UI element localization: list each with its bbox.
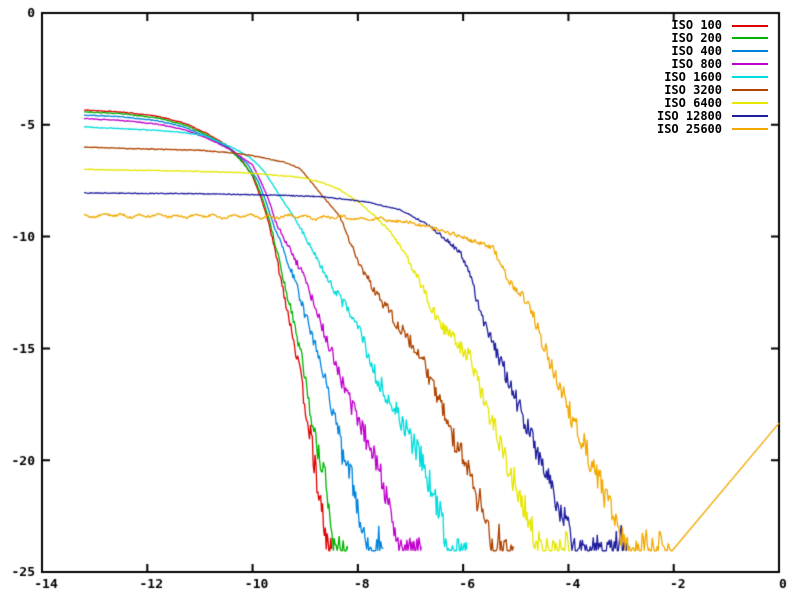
- plot-canvas: [0, 0, 800, 600]
- gnuplot-chart: ISO 100 ISO 200 ISO 400 ISO 800 ISO 1600 ISO …: [0, 0, 800, 600]
